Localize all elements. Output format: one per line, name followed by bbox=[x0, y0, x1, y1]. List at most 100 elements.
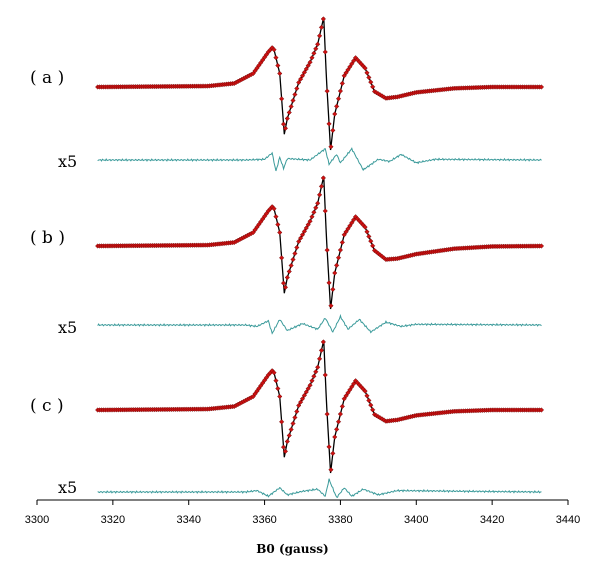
simulation-marker bbox=[271, 47, 277, 53]
simulation-markers bbox=[95, 339, 545, 473]
simulation-marker bbox=[328, 303, 334, 309]
x-tick-label: 3420 bbox=[480, 514, 504, 526]
simulation-marker bbox=[273, 378, 279, 384]
panel: ( a ) x5 bbox=[30, 16, 545, 172]
simulation-marker bbox=[284, 274, 290, 281]
simulation-marker bbox=[347, 387, 353, 393]
simulation-marker bbox=[366, 397, 372, 404]
simulation-marker bbox=[368, 79, 374, 85]
simulation-marker bbox=[277, 70, 283, 77]
x-tick-label: 3440 bbox=[556, 514, 580, 526]
simulation-marker bbox=[309, 214, 315, 220]
panel-label: ( a ) bbox=[30, 68, 64, 88]
simulation-marker bbox=[324, 88, 330, 94]
simulation-marker bbox=[290, 420, 296, 427]
simulation-marker bbox=[286, 432, 292, 439]
simulation-marker bbox=[366, 233, 372, 240]
simulation-marker bbox=[286, 268, 292, 275]
simulation-marker bbox=[320, 175, 326, 181]
simulation-marker bbox=[298, 235, 304, 241]
simulation-marker bbox=[345, 67, 351, 73]
simulation-marker bbox=[322, 208, 328, 214]
simulation-marker bbox=[341, 396, 347, 402]
simulation-marker bbox=[377, 252, 383, 258]
simulation-marker bbox=[279, 96, 285, 102]
simulation-marker bbox=[299, 396, 306, 402]
x-tick-label: 3360 bbox=[252, 514, 276, 526]
simulation-marker bbox=[305, 222, 311, 228]
simulation-marker bbox=[339, 403, 345, 409]
spectra-panels: ( a ) x5 ( b ) x5 ( c ) x5 bbox=[30, 16, 545, 498]
panel: ( c ) x5 bbox=[30, 339, 545, 498]
x-axis-ticks: 3300 3320 3340 3360 3380 3400 3420 3440 bbox=[25, 500, 580, 526]
simulation-marker bbox=[307, 59, 313, 65]
simulation-marker bbox=[364, 393, 370, 399]
simulation-marker bbox=[364, 70, 370, 76]
simulation-marker bbox=[280, 121, 287, 127]
simulation-marker bbox=[328, 467, 334, 473]
x-tick-label: 3380 bbox=[328, 514, 352, 526]
simulation-marker bbox=[334, 262, 340, 268]
panel-label: ( c ) bbox=[30, 396, 64, 416]
simulation-marker bbox=[320, 16, 326, 22]
simulation-marker bbox=[313, 369, 319, 375]
simulation-marker bbox=[275, 62, 281, 69]
simulation-marker bbox=[299, 73, 306, 79]
simulation-marker bbox=[349, 384, 355, 390]
simulation-marker bbox=[330, 450, 336, 456]
simulation-marker bbox=[282, 125, 289, 131]
simulation-marker bbox=[307, 382, 313, 388]
simulation-marker bbox=[305, 63, 311, 69]
simulation-marker bbox=[373, 249, 380, 255]
simulation-marker bbox=[322, 49, 328, 55]
simulation-marker bbox=[368, 238, 374, 244]
simulation-marker bbox=[288, 426, 294, 433]
simulation-marker bbox=[292, 250, 298, 257]
simulation-marker bbox=[275, 221, 281, 228]
simulation-marker bbox=[301, 228, 307, 234]
simulation-marker bbox=[294, 244, 300, 251]
simulation-marker bbox=[335, 419, 342, 425]
simulation-marker bbox=[315, 41, 321, 47]
simulation-marker bbox=[284, 438, 290, 445]
simulation-marker bbox=[334, 103, 340, 109]
simulation-marker bbox=[280, 444, 287, 450]
simulation-marker bbox=[292, 414, 298, 421]
residual-scale-label: x5 bbox=[58, 152, 77, 171]
residual-scale-label: x5 bbox=[58, 478, 77, 497]
panel: ( b ) x5 bbox=[30, 175, 545, 337]
simulation-marker bbox=[279, 419, 285, 425]
simulation-marker bbox=[362, 388, 368, 394]
simulation-marker bbox=[277, 393, 283, 400]
simulation-marker bbox=[330, 127, 336, 133]
simulation-marker bbox=[311, 50, 317, 56]
simulation-marker bbox=[273, 214, 279, 220]
simulation-marker bbox=[303, 389, 309, 395]
simulation-marker bbox=[341, 73, 347, 79]
simulation-marker bbox=[339, 80, 345, 86]
simulation-marker bbox=[301, 392, 307, 398]
residual-line bbox=[97, 147, 542, 172]
simulation-marker bbox=[315, 200, 321, 206]
simulation-marker bbox=[335, 255, 342, 261]
simulation-marker bbox=[305, 386, 311, 392]
x-tick-label: 3300 bbox=[25, 514, 49, 526]
x-tick-label: 3400 bbox=[404, 514, 428, 526]
simulation-marker bbox=[330, 286, 336, 292]
simulation-marker bbox=[313, 46, 319, 52]
simulation-marker bbox=[364, 229, 370, 235]
simulation-marker bbox=[292, 91, 298, 98]
x-axis-title: B0 (gauss) bbox=[256, 542, 328, 556]
simulation-marker bbox=[320, 339, 326, 345]
simulation-marker bbox=[332, 270, 338, 276]
simulation-marker bbox=[324, 247, 330, 253]
simulation-marker bbox=[275, 385, 281, 392]
simulation-marker bbox=[316, 192, 323, 198]
simulation-marker bbox=[279, 255, 285, 261]
simulation-marker bbox=[343, 393, 349, 399]
simulation-marker bbox=[286, 109, 292, 116]
simulation-marker bbox=[303, 225, 309, 231]
simulation-marker bbox=[343, 229, 349, 235]
x-tick-label: 3340 bbox=[176, 514, 200, 526]
simulation-marker bbox=[288, 103, 294, 110]
